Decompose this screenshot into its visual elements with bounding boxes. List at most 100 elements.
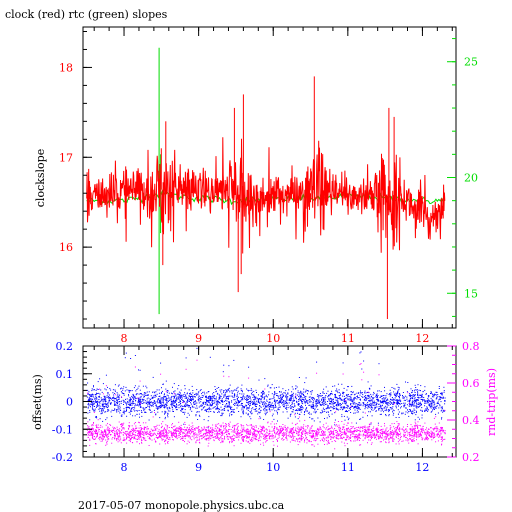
offset-point bbox=[285, 395, 287, 397]
offset-point bbox=[364, 404, 366, 406]
rndtrip-point bbox=[97, 432, 99, 434]
offset-point bbox=[424, 389, 426, 391]
offset-point bbox=[432, 394, 434, 396]
offset-point bbox=[329, 403, 331, 405]
offset-point bbox=[205, 402, 206, 403]
rndtrip-point bbox=[129, 438, 131, 440]
rndtrip-point bbox=[290, 432, 292, 434]
rndtrip-point bbox=[211, 429, 213, 431]
rndtrip-point bbox=[228, 423, 230, 425]
rndtrip-point bbox=[95, 431, 97, 432]
offset-point bbox=[87, 389, 89, 391]
offset-point bbox=[161, 411, 163, 413]
rndtrip-point bbox=[284, 425, 286, 427]
offset-point bbox=[381, 396, 383, 397]
offset-point bbox=[266, 396, 268, 398]
offset-point bbox=[408, 415, 410, 417]
rndtrip-point bbox=[244, 431, 246, 433]
rndtrip-point bbox=[355, 430, 356, 432]
rndtrip-point bbox=[267, 422, 269, 424]
offset-point bbox=[172, 410, 174, 412]
rndtrip-point bbox=[93, 422, 94, 423]
rndtrip-point bbox=[166, 433, 168, 435]
offset-point bbox=[93, 386, 94, 388]
offset-point bbox=[185, 357, 187, 359]
offset-point bbox=[343, 395, 345, 397]
offset-point bbox=[102, 405, 104, 407]
offset-point bbox=[324, 400, 326, 402]
rndtrip-point bbox=[420, 431, 422, 433]
offset-point bbox=[390, 407, 392, 408]
rndtrip-point bbox=[238, 439, 240, 441]
offset-point bbox=[352, 406, 354, 407]
rndtrip-point bbox=[260, 436, 262, 438]
offset-point bbox=[133, 394, 135, 396]
offset-point bbox=[327, 405, 329, 407]
offset-point bbox=[402, 412, 404, 414]
rndtrip-point bbox=[417, 427, 419, 429]
rndtrip-point bbox=[146, 433, 148, 435]
offset-point bbox=[336, 409, 338, 411]
rndtrip-point bbox=[113, 434, 115, 436]
offset-point bbox=[285, 406, 287, 408]
offset-point bbox=[157, 408, 159, 410]
offset-point bbox=[197, 397, 199, 399]
rndtrip-point bbox=[368, 428, 370, 430]
rndtrip-point bbox=[92, 435, 94, 437]
offset-point bbox=[208, 406, 210, 408]
rndtrip-point bbox=[87, 392, 89, 394]
offset-point bbox=[164, 405, 165, 407]
offset-point bbox=[413, 408, 415, 410]
rndtrip-point bbox=[407, 392, 409, 394]
offset-point bbox=[387, 402, 389, 404]
offset-point bbox=[118, 395, 120, 397]
rndtrip-point bbox=[179, 430, 181, 432]
rndtrip-point bbox=[183, 429, 185, 431]
offset-point bbox=[425, 400, 427, 402]
offset-point bbox=[254, 398, 256, 400]
offset-point bbox=[282, 395, 284, 397]
rndtrip-point bbox=[266, 431, 268, 433]
offset-point bbox=[191, 398, 193, 400]
rndtrip-point bbox=[430, 433, 432, 434]
offset-point bbox=[155, 395, 156, 397]
offset-point bbox=[232, 410, 234, 412]
offset-point bbox=[346, 411, 348, 412]
offset-point bbox=[365, 398, 367, 400]
offset-point bbox=[393, 401, 395, 403]
rndtrip-point bbox=[150, 438, 151, 440]
rndtrip-point bbox=[105, 385, 107, 387]
rndtrip-point bbox=[240, 432, 242, 434]
offset-point bbox=[216, 401, 218, 403]
offset-point bbox=[245, 404, 247, 406]
offset-point bbox=[224, 394, 226, 396]
rndtrip-point bbox=[440, 439, 442, 440]
rndtrip-point bbox=[98, 427, 100, 429]
offset-point bbox=[430, 391, 432, 393]
rndtrip-point bbox=[441, 429, 443, 431]
rndtrip-point bbox=[155, 441, 157, 442]
offset-point bbox=[200, 401, 202, 403]
rndtrip-point bbox=[366, 435, 368, 437]
offset-point bbox=[168, 397, 170, 399]
offset-point bbox=[144, 411, 146, 413]
rndtrip-point bbox=[344, 432, 345, 434]
offset-point bbox=[164, 393, 165, 395]
offset-point bbox=[91, 401, 93, 403]
offset-point bbox=[196, 394, 198, 396]
rndtrip-point bbox=[143, 426, 145, 428]
offset-point bbox=[139, 403, 141, 404]
offset-point bbox=[384, 386, 385, 388]
offset-point bbox=[363, 402, 365, 404]
offset-point bbox=[275, 406, 277, 408]
offset-point bbox=[336, 388, 338, 390]
rndtrip-point bbox=[436, 428, 438, 430]
offset-point bbox=[198, 406, 200, 408]
offset-point bbox=[217, 392, 219, 394]
rndtrip-point bbox=[288, 435, 290, 437]
offset-point bbox=[147, 394, 149, 396]
rndtrip-point bbox=[341, 436, 343, 438]
rndtrip-point bbox=[104, 429, 106, 431]
rndtrip-point bbox=[268, 426, 270, 428]
offset-point bbox=[132, 407, 133, 409]
